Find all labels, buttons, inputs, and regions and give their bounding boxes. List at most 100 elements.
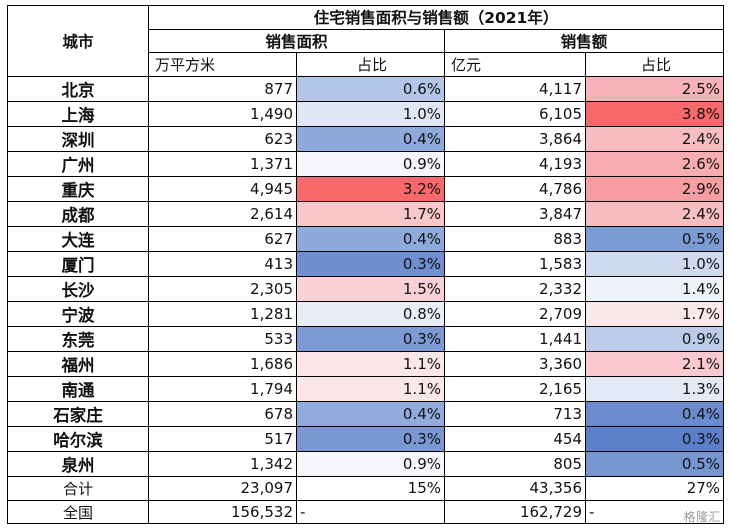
table-row: 上海 1,490 1.0% 6,105 3.8% (7, 101, 725, 128)
area-unit-header: 万平方米 (148, 52, 297, 78)
amount-cell: 454 (444, 426, 586, 453)
city-cell: 北京 (7, 76, 149, 103)
amount-cell: 1,583 (444, 251, 586, 278)
total-row: 合计 23,097 15% 43,356 27% (7, 476, 725, 501)
amount-share-cell: 0.4% (584, 401, 725, 428)
table-row: 东莞 533 0.3% 1,441 0.9% (7, 326, 725, 353)
amount-share-cell: 1.4% (584, 276, 725, 303)
area-share-cell: 0.3% (296, 426, 445, 453)
table-row: 广州 1,371 0.9% 4,193 2.6% (7, 151, 725, 178)
amount-share-cell: 2.4% (584, 201, 725, 228)
amount-share-header: 占比 (584, 52, 725, 78)
area-share-cell: 1.1% (296, 351, 445, 378)
area-share-cell: 0.9% (296, 451, 445, 478)
total-area-share: 15% (296, 476, 445, 501)
amount-cell: 4,193 (444, 151, 586, 178)
amount-share-cell: 2.1% (584, 351, 725, 378)
table-row: 大连 627 0.4% 883 0.5% (7, 226, 725, 253)
area-share-cell: 1.5% (296, 276, 445, 303)
city-cell: 宁波 (7, 301, 149, 328)
total-area: 23,097 (148, 476, 297, 501)
area-cell: 4,945 (148, 176, 297, 203)
amount-cell: 3,864 (444, 126, 586, 153)
total-amount: 43,356 (444, 476, 586, 501)
table-title: 住宅销售面积与销售额（2021年） (147, 5, 725, 30)
area-share-cell: 0.4% (296, 226, 445, 253)
area-share-cell: 1.1% (296, 376, 445, 403)
area-cell: 533 (148, 326, 297, 353)
area-cell: 1,490 (148, 101, 297, 128)
city-cell: 东莞 (7, 326, 149, 353)
area-cell: 1,371 (148, 151, 297, 178)
amount-cell: 713 (444, 401, 586, 428)
amount-share-cell: 1.3% (584, 376, 725, 403)
area-cell: 1,281 (148, 301, 297, 328)
amount-cell: 4,786 (444, 176, 586, 203)
table-row: 长沙 2,305 1.5% 2,332 1.4% (7, 276, 725, 303)
table-row: 哈尔滨 517 0.3% 454 0.3% (7, 426, 725, 453)
national-label: 全国 (7, 499, 149, 525)
area-share-cell: 0.3% (296, 326, 445, 353)
national-amount: 162,729 (444, 499, 586, 525)
area-cell: 627 (148, 226, 297, 253)
amount-cell: 1,441 (444, 326, 586, 353)
city-cell: 泉州 (7, 451, 149, 478)
table-row: 石家庄 678 0.4% 713 0.4% (7, 401, 725, 428)
city-cell: 石家庄 (7, 401, 149, 428)
city-cell: 南通 (7, 376, 149, 403)
city-cell: 福州 (7, 351, 149, 378)
total-label: 合计 (7, 476, 149, 501)
city-cell: 厦门 (7, 251, 149, 278)
amount-share-cell: 0.9% (584, 326, 725, 353)
table-body: 北京 877 0.6% 4,117 2.5% 上海 1,490 1.0% 6,1… (7, 76, 725, 478)
amount-cell: 3,847 (444, 201, 586, 228)
watermark-logo: 格隆汇 (683, 510, 721, 524)
amount-cell: 2,709 (444, 301, 586, 328)
area-share-cell: 0.8% (296, 301, 445, 328)
national-area-share: - (296, 499, 445, 525)
housing-sales-table: 城市 住宅销售面积与销售额（2021年） 销售面积 销售额 万平方米 占比 亿元… (7, 4, 725, 525)
amount-share-cell: 0.5% (584, 451, 725, 478)
area-share-cell: 1.7% (296, 201, 445, 228)
amount-share-cell: 0.3% (584, 426, 725, 453)
table-row: 成都 2,614 1.7% 3,847 2.4% (7, 201, 725, 228)
city-header: 城市 (7, 4, 149, 78)
amount-share-cell: 2.5% (584, 76, 725, 103)
area-share-cell: 0.4% (296, 401, 445, 428)
area-cell: 1,794 (148, 376, 297, 403)
area-cell: 678 (148, 401, 297, 428)
amount-cell: 883 (444, 226, 586, 253)
table-row: 泉州 1,342 0.9% 805 0.5% (7, 451, 725, 478)
area-cell: 2,614 (148, 201, 297, 228)
city-cell: 广州 (7, 151, 149, 178)
amount-cell: 2,165 (444, 376, 586, 403)
amount-share-cell: 2.6% (584, 151, 725, 178)
area-cell: 623 (148, 126, 297, 153)
national-row: 全国 156,532 - 162,729 - (7, 499, 725, 525)
national-amount-share: - (584, 499, 725, 525)
area-cell: 2,305 (148, 276, 297, 303)
area-share-cell: 0.3% (296, 251, 445, 278)
amount-share-cell: 1.7% (584, 301, 725, 328)
amount-cell: 4,117 (444, 76, 586, 103)
table-row: 厦门 413 0.3% 1,583 1.0% (7, 251, 725, 278)
amount-share-cell: 2.9% (584, 176, 725, 203)
amount-header: 销售额 (443, 28, 725, 54)
city-cell: 成都 (7, 201, 149, 228)
area-cell: 1,686 (148, 351, 297, 378)
total-amount-share: 27% (584, 476, 725, 501)
amount-share-cell: 0.5% (584, 226, 725, 253)
city-cell: 长沙 (7, 276, 149, 303)
amount-share-cell: 1.0% (584, 251, 725, 278)
table-row: 福州 1,686 1.1% 3,360 2.1% (7, 351, 725, 378)
city-cell: 重庆 (7, 176, 149, 203)
area-cell: 517 (148, 426, 297, 453)
amount-cell: 2,332 (444, 276, 586, 303)
area-share-cell: 0.4% (296, 126, 445, 153)
city-cell: 深圳 (7, 126, 149, 153)
area-cell: 877 (148, 76, 297, 103)
amount-cell: 3,360 (444, 351, 586, 378)
area-header: 销售面积 (148, 28, 445, 54)
amount-unit-header: 亿元 (444, 52, 586, 78)
table-row: 北京 877 0.6% 4,117 2.5% (7, 76, 725, 103)
